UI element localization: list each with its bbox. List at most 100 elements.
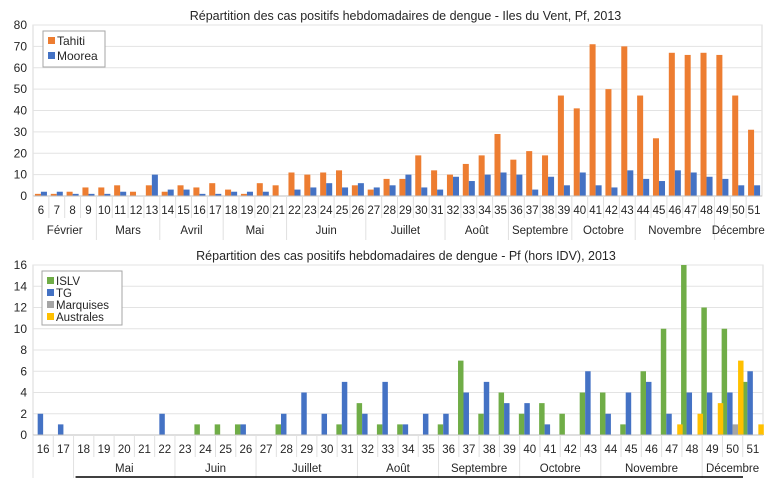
bar-moorea-week-16 (199, 193, 206, 196)
bar-tg-week-51 (747, 371, 753, 435)
bar-islv-week-49 (701, 307, 707, 435)
x-tick-label: 45 (653, 205, 666, 217)
bar-tahiti-week-17 (209, 183, 216, 196)
bar-tg-week-44 (605, 413, 611, 435)
bar-moorea-week-30 (421, 187, 428, 196)
x-tick-label: 13 (145, 205, 158, 217)
x-tick-label: 9 (85, 205, 91, 217)
x-tick-label: 43 (621, 205, 634, 217)
x-tick-label: 8 (69, 205, 75, 217)
bar-tahiti-week-44 (637, 95, 644, 196)
bar-moorea-week-14 (167, 189, 174, 196)
bar-moorea-week-44 (643, 178, 650, 196)
bar-tg-week-36 (443, 413, 449, 435)
x-tick-label: 33 (381, 444, 394, 456)
x-tick-label: 6 (38, 205, 44, 217)
bar-moorea-week-18 (231, 191, 238, 196)
bar-tahiti-week-31 (431, 170, 438, 196)
x-tick-label: 25 (336, 205, 349, 217)
x-tick-label: 38 (483, 444, 496, 456)
bar-moorea-week-50 (738, 185, 745, 196)
bar-moorea-week-22 (294, 189, 301, 196)
y-tick-label: 30 (14, 125, 28, 139)
x-tick-label: 12 (130, 205, 143, 217)
x-tick-label: 51 (748, 205, 761, 217)
y-tick-label: 2 (20, 407, 27, 421)
month-label: Octobre (540, 463, 581, 475)
x-tick-label: 38 (542, 205, 555, 217)
bar-tg-week-39 (504, 403, 510, 435)
bar-tahiti-week-22 (288, 172, 295, 196)
x-tick-label: 34 (402, 444, 415, 456)
bar-moorea-week-47 (690, 172, 697, 196)
bar-islv-week-28 (275, 424, 281, 435)
bar-islv-week-43 (579, 392, 586, 435)
month-label: Juin (316, 225, 337, 237)
bar-tahiti-week-36 (510, 159, 517, 196)
legend-box (41, 270, 123, 326)
x-tick-label: 41 (589, 205, 602, 217)
bar-tahiti-week-18 (225, 189, 232, 196)
bar-australes-week-50 (738, 360, 744, 435)
x-tick-label: 42 (564, 444, 577, 456)
y-tick-label: 0 (20, 428, 27, 442)
bar-tahiti-week-20 (256, 183, 263, 196)
month-label: Mai (115, 463, 134, 475)
x-tick-label: 34 (478, 205, 491, 217)
bar-moorea-week-23 (310, 187, 317, 196)
bar-tg-week-16 (37, 413, 44, 435)
bar-tg-week-50 (727, 392, 733, 435)
bar-tahiti-week-24 (320, 172, 327, 196)
legend-label: Moorea (57, 49, 98, 63)
bar-moorea-week-48 (706, 176, 713, 196)
bar-moorea-week-15 (183, 189, 190, 196)
bar-moorea-week-45 (658, 181, 666, 196)
x-tick-label: 36 (510, 205, 523, 217)
y-tick-label: 4 (20, 386, 27, 400)
bar-tg-week-32 (362, 413, 368, 435)
bar-tg-week-43 (585, 371, 591, 435)
x-tick-label: 47 (684, 205, 697, 217)
bar-moorea-week-10 (104, 193, 111, 196)
bar-tahiti-week-16 (193, 187, 200, 196)
x-tick-label: 48 (700, 205, 713, 217)
x-tick-label: 50 (726, 444, 739, 456)
chart-title: Répartition des cas positifs hebdomadair… (196, 249, 616, 263)
bar-tg-week-31 (341, 381, 348, 435)
bar-islv-week-51 (741, 381, 748, 435)
x-tick-label: 16 (193, 205, 206, 217)
x-tick-label: 14 (161, 205, 174, 217)
bar-islv-week-31 (336, 424, 342, 435)
bar-moorea-week-19 (246, 191, 253, 196)
bar-islv-week-47 (660, 328, 667, 435)
x-tick-label: 44 (605, 444, 618, 456)
bar-islv-week-25 (214, 424, 221, 435)
bar-moorea-week-41 (595, 185, 602, 196)
bar-islv-week-32 (356, 403, 363, 435)
bar-tahiti-week-21 (272, 185, 279, 196)
bar-moorea-week-11 (120, 191, 127, 196)
bar-islv-week-33 (376, 424, 383, 435)
bar-tahiti-week-11 (114, 185, 121, 196)
legend-label: Marquises (56, 300, 109, 312)
bar-tahiti-week-10 (98, 187, 105, 196)
bar-moorea-week-32 (452, 176, 459, 196)
month-label: Novembre (648, 225, 701, 237)
x-tick-label: 40 (523, 444, 536, 456)
x-tick-label: 20 (256, 205, 269, 217)
y-tick-label: 14 (14, 279, 28, 293)
bar-tahiti-week-41 (589, 44, 596, 196)
legend-label: Tahiti (57, 34, 85, 48)
bar-tahiti-week-35 (494, 134, 501, 196)
bar-moorea-week-20 (262, 191, 269, 196)
x-tick-label: 21 (138, 444, 151, 456)
x-tick-label: 32 (361, 444, 374, 456)
bar-islv-week-36 (437, 424, 444, 435)
x-tick-label: 26 (240, 444, 253, 456)
x-tick-label: 41 (544, 444, 557, 456)
month-label: Juillet (292, 463, 322, 475)
x-tick-label: 50 (732, 205, 745, 217)
bar-tahiti-week-8 (66, 191, 73, 196)
x-tick-label: 17 (209, 205, 222, 217)
